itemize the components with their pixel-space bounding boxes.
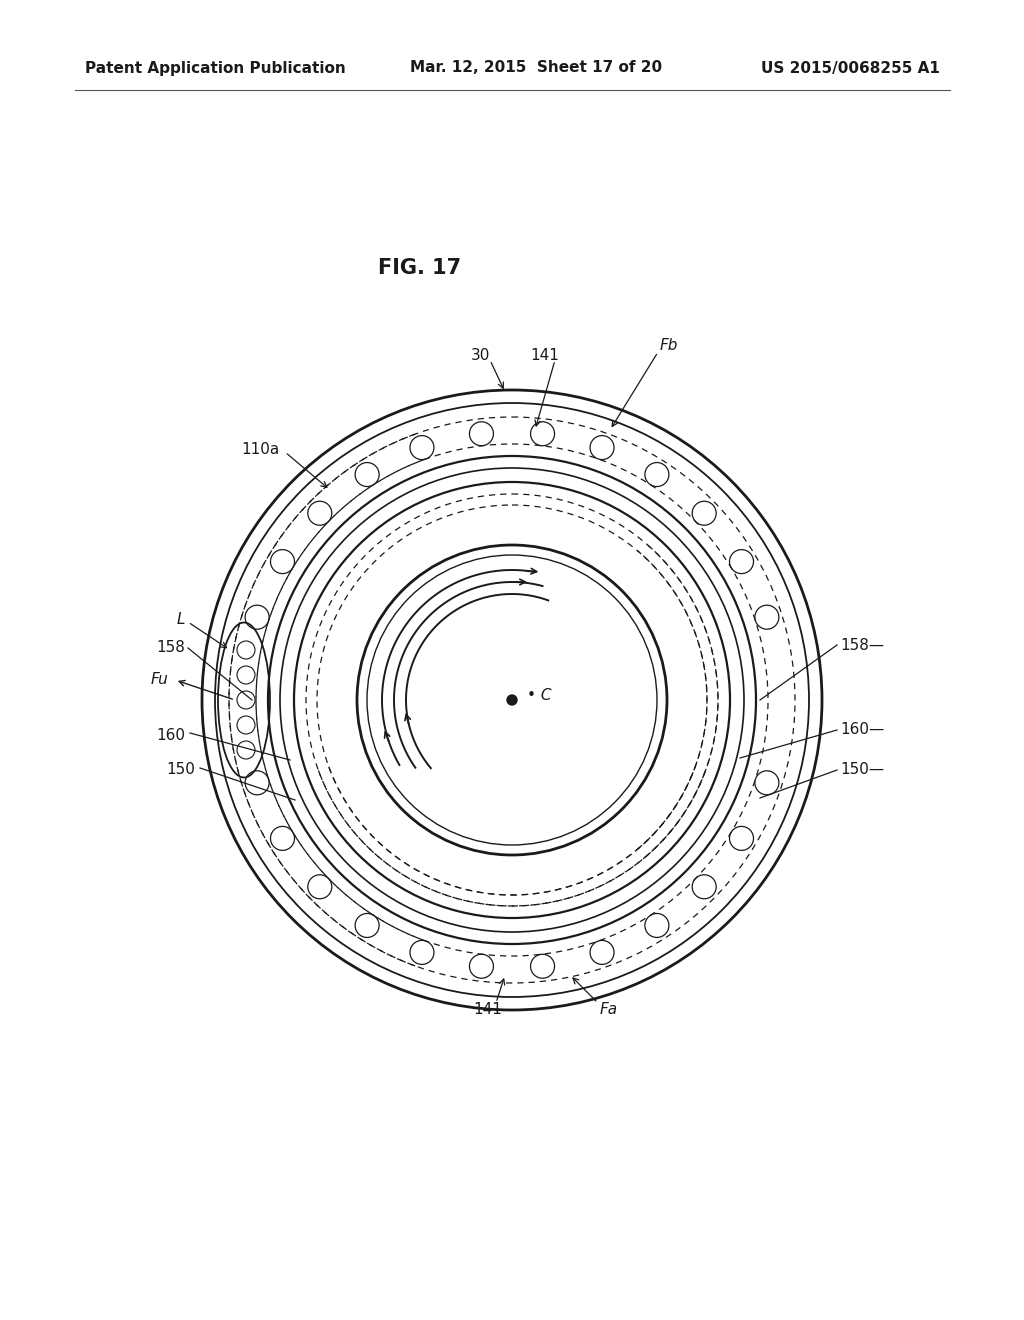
Text: 150—: 150— [840, 763, 884, 777]
Text: • C: • C [527, 688, 552, 702]
Text: Fa: Fa [600, 1002, 618, 1018]
Text: Fu: Fu [151, 672, 168, 688]
Text: 141: 141 [473, 1002, 503, 1018]
Text: FIG. 17: FIG. 17 [379, 257, 462, 279]
Text: 30: 30 [470, 347, 489, 363]
Text: 158—: 158— [840, 638, 884, 652]
Text: Mar. 12, 2015  Sheet 17 of 20: Mar. 12, 2015 Sheet 17 of 20 [410, 61, 663, 75]
Text: 110a: 110a [242, 442, 280, 458]
Circle shape [507, 696, 517, 705]
Text: L: L [176, 612, 185, 627]
Text: US 2015/0068255 A1: US 2015/0068255 A1 [761, 61, 940, 75]
Text: 158: 158 [156, 640, 185, 656]
Text: Fb: Fb [660, 338, 678, 352]
Text: 160: 160 [156, 727, 185, 742]
Text: Patent Application Publication: Patent Application Publication [85, 61, 346, 75]
Text: 160—: 160— [840, 722, 885, 738]
Text: 150: 150 [166, 763, 195, 777]
Text: 141: 141 [530, 347, 559, 363]
